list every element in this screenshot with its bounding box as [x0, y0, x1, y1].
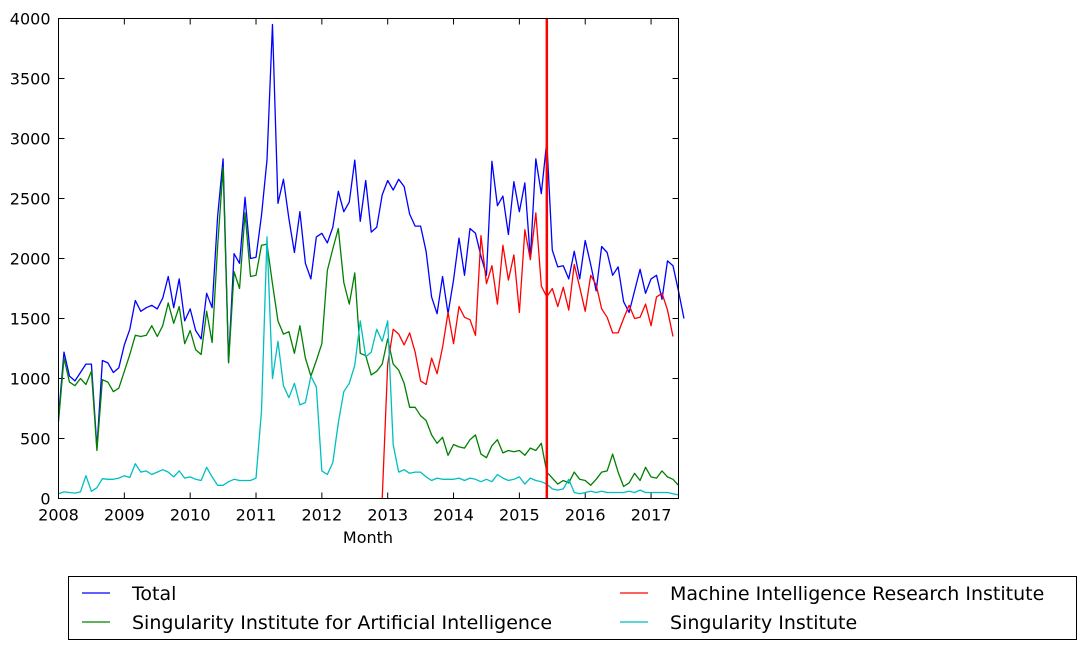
legend-label: Singularity Institute for Artificial Int… — [132, 612, 552, 634]
series-line-total — [57, 23, 685, 449]
y-tick-label: 2000 — [10, 250, 51, 269]
legend-label: Machine Intelligence Research Institute — [670, 583, 1044, 605]
y-tick-label: 1000 — [10, 370, 51, 389]
legend-label: Total — [131, 583, 176, 605]
x-tick-label: 2014 — [433, 506, 474, 525]
x-tick-label: 2012 — [302, 506, 343, 525]
x-tick-label: 2010 — [170, 506, 211, 525]
series-line-singularity-institute-for-artificial-intelligence — [57, 166, 679, 488]
y-tick-label: 3500 — [10, 70, 51, 89]
series-layer — [57, 23, 685, 499]
x-tick-label: 2008 — [38, 506, 79, 525]
legend: Total Machine Intelligence Research Insti… — [68, 576, 1077, 640]
x-axis-label: Month — [343, 528, 393, 547]
series-line-machine-intelligence-research-institute — [381, 212, 674, 499]
plot-frame — [58, 18, 679, 499]
x-tick-label: 2016 — [565, 506, 606, 525]
y-tick-label: 4000 — [10, 10, 51, 29]
tick-layer: 0 500 1000 1500 2000 2500 3000 3500 4000 2008 2009… — [10, 10, 679, 525]
legend-label: Singularity Institute — [670, 612, 857, 634]
x-tick-label: 2017 — [631, 506, 672, 525]
x-tick-label: 2009 — [104, 506, 145, 525]
y-tick-label: 500 — [20, 430, 51, 449]
x-tick-label: 2013 — [367, 506, 408, 525]
y-tick-label: 1500 — [10, 310, 51, 329]
x-tick-label: 2011 — [236, 506, 277, 525]
legend-box — [68, 576, 1077, 640]
series-line-singularity-institute — [58, 236, 679, 496]
x-tick-label: 2015 — [499, 506, 540, 525]
y-tick-label: 3000 — [10, 130, 51, 149]
y-tick-label: 0 — [40, 490, 50, 509]
y-tick-label: 2500 — [10, 190, 51, 209]
